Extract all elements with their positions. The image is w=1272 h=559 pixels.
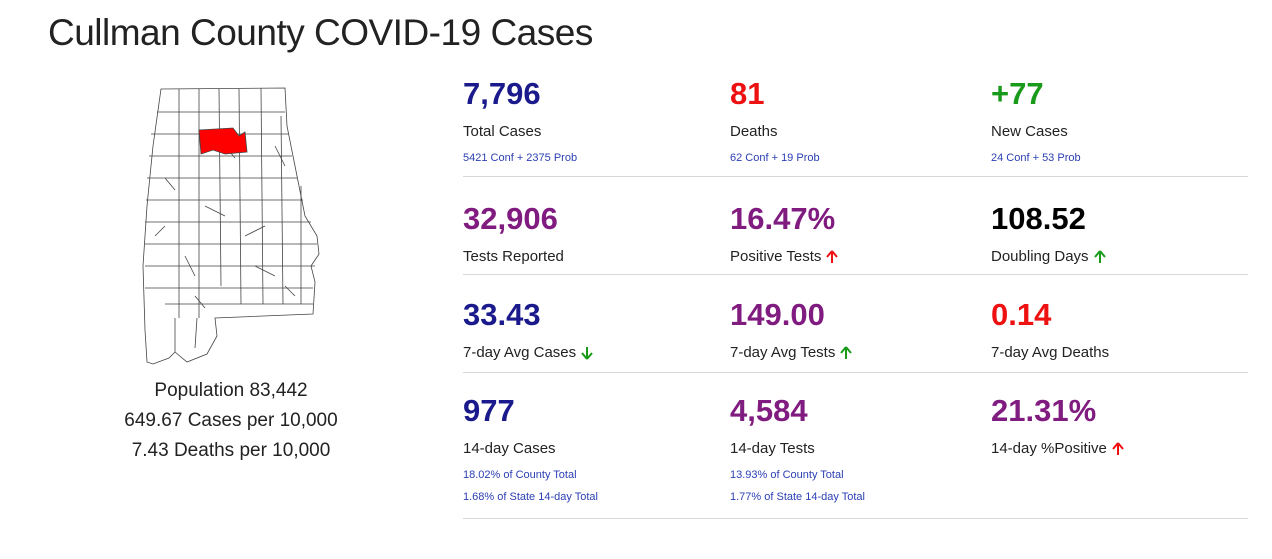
doubling-days-label-row: Doubling Days [991,248,1107,265]
stat-deaths: 81 Deaths 62 Conf + 19 Prob [730,72,820,164]
tests-reported-value: 32,906 [463,201,558,236]
population-text: Population 83,442 [154,380,308,401]
positive-14day-label: 14-day %Positive [991,440,1107,457]
stat-tests-reported: 32,906 Tests Reported [463,177,564,265]
avg7-cases-label: 7-day Avg Cases [463,344,577,361]
new-cases-value: +77 [991,76,1044,111]
deaths-per-10k-text: 7.43 Deaths per 10,000 [131,440,331,461]
stats-row: 32,906 Tests Reported 16.47% Positive Te… [463,177,1248,275]
avg7-tests-label-row: 7-day Avg Tests [730,344,853,361]
tests-14day-county-share: 13.93% of County Total [730,469,844,481]
cases-14day-county-share: 18.02% of County Total [463,469,577,481]
cases-14day-state-share: 1.68% of State 14-day Total [463,491,598,503]
stats-grid: 7,796 Total Cases 5421 Conf + 2375 Prob … [463,72,1248,519]
arrow-down-icon [581,346,593,360]
stat-total-cases: 7,796 Total Cases 5421 Conf + 2375 Prob [463,72,577,164]
stat-avg7-deaths: 0.14 7-day Avg Deaths [991,275,1109,361]
doubling-days-value: 108.52 [991,201,1086,236]
avg7-deaths-label: 7-day Avg Deaths [991,344,1110,361]
cases-per-10k-text: 649.67 Cases per 10,000 [124,410,338,431]
total-cases-value: 7,796 [463,76,541,111]
deaths-breakdown: 62 Conf + 19 Prob [730,152,820,164]
stats-row: 7,796 Total Cases 5421 Conf + 2375 Prob … [463,72,1248,177]
new-cases-breakdown: 24 Conf + 53 Prob [991,152,1081,164]
arrow-up-icon [1093,249,1106,263]
tests-14day-state-share: 1.77% of State 14-day Total [730,491,865,503]
stat-doubling-days: 108.52 Doubling Days [991,177,1107,265]
stat-avg7-tests: 149.00 7-day Avg Tests [730,275,853,361]
alabama-county-map [135,86,325,366]
positive-14day-value: 21.31% [991,393,1097,428]
total-cases-label: Total Cases [463,123,542,140]
county-summary: Population 83,442 649.67 Cases per 10,00… [100,376,362,466]
avg7-cases-value: 33.43 [463,297,541,332]
total-cases-breakdown: 5421 Conf + 2375 Prob [463,152,578,164]
stat-14day-cases: 977 14-day Cases 18.02% of County Total … [463,373,598,503]
cases-14day-label: 14-day Cases [463,440,556,457]
stat-positive-tests: 16.47% Positive Tests [730,177,839,265]
positive-tests-value: 16.47% [730,201,836,236]
stat-14day-positive: 21.31% 14-day %Positive [991,373,1125,457]
page-title: Cullman County COVID-19 Cases [48,12,593,53]
tests-14day-label: 14-day Tests [730,440,815,457]
tests-reported-label: Tests Reported [463,248,564,265]
positive-tests-label-row: Positive Tests [730,248,839,265]
cullman-county-highlight [198,127,248,155]
deaths-value: 81 [730,76,765,111]
new-cases-label: New Cases [991,123,1068,140]
arrow-up-icon [826,249,839,263]
positive-14day-label-row: 14-day %Positive [991,440,1125,457]
avg7-tests-value: 149.00 [730,297,825,332]
avg7-cases-label-row: 7-day Avg Cases [463,344,594,361]
stat-new-cases: +77 New Cases 24 Conf + 53 Prob [991,72,1081,164]
stats-row: 977 14-day Cases 18.02% of County Total … [463,373,1248,519]
stat-avg7-cases: 33.43 7-day Avg Cases [463,275,594,361]
arrow-up-icon [840,345,853,359]
deaths-label: Deaths [730,123,778,140]
arrow-up-icon [1112,441,1124,455]
avg7-deaths-value: 0.14 [991,297,1052,332]
stat-14day-tests: 4,584 14-day Tests 13.93% of County Tota… [730,373,865,503]
avg7-tests-label: 7-day Avg Tests [730,344,836,361]
doubling-days-label: Doubling Days [991,248,1089,265]
cases-14day-value: 977 [463,393,515,428]
tests-14day-value: 4,584 [730,393,808,428]
positive-tests-label: Positive Tests [730,248,822,265]
stats-row: 33.43 7-day Avg Cases 149.00 7-day Avg T… [463,275,1248,373]
